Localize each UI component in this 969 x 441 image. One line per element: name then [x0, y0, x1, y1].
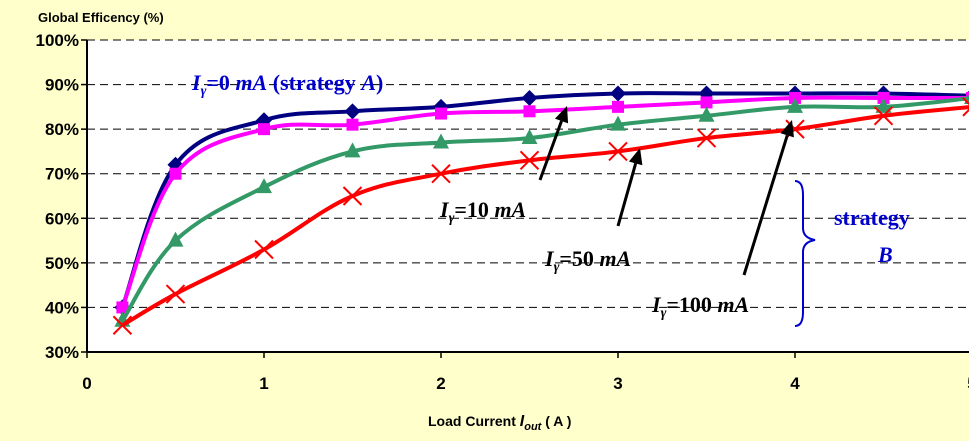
- annotation-10ma-unit: mA: [494, 197, 526, 222]
- data-point-square: [346, 118, 359, 131]
- x-tick-labels: 0 1 2 3 4 5: [82, 352, 969, 393]
- annotation-arrow-1: [538, 106, 569, 181]
- y-tick-labels: 30% 40% 50% 60% 70% 80% 90% 100%: [36, 31, 87, 362]
- data-point-x: [608, 141, 628, 162]
- data-point-x: [112, 315, 133, 335]
- x-tick-label: 2: [436, 374, 445, 393]
- annotation-strategy-a-unit: mA: [235, 70, 267, 95]
- arrow-head: [554, 106, 569, 124]
- data-point-x: [254, 239, 274, 260]
- annotation-strategy-a-tail: ): [376, 70, 383, 95]
- arrow-head: [628, 148, 643, 166]
- x-tick-label: 1: [259, 374, 268, 393]
- annotation-100ma-unit: mA: [717, 292, 749, 317]
- arrow-head: [780, 120, 794, 138]
- annotation-strategy-a-var: I: [191, 70, 202, 95]
- arrow-shaft: [538, 120, 563, 181]
- data-point-triangle: [875, 97, 892, 113]
- data-point-square: [700, 96, 713, 109]
- annotation-10ma-eq: =10: [454, 197, 494, 222]
- series-line: [120, 91, 969, 309]
- annotation-100ma: Iγ=100 mA: [651, 292, 749, 321]
- data-point-triangle: [698, 106, 715, 122]
- annotation-strategy-a-letter: A: [359, 70, 376, 95]
- strategy-b-brace: [794, 180, 816, 327]
- series-4: [112, 97, 969, 335]
- x-tick-label: 4: [790, 374, 800, 393]
- y-tick-label: 50%: [45, 254, 79, 273]
- x-tick-label: 3: [613, 374, 622, 393]
- annotation-arrow-3: [742, 120, 794, 276]
- data-point-square: [612, 100, 624, 113]
- data-point-x: [873, 106, 894, 126]
- annotation-50ma-unit: mA: [599, 246, 631, 271]
- x-axis-title: Load Current Iout ( A ): [428, 413, 571, 433]
- data-point-x: [696, 128, 717, 148]
- x-tick-label: 0: [82, 374, 91, 393]
- x-tick-label: 5: [967, 374, 969, 393]
- data-point-square: [435, 107, 447, 120]
- strategy-b-label-line2: B: [877, 242, 893, 267]
- annotation-50ma-eq: =50: [559, 246, 599, 271]
- y-axis-title: Global Efficency (%): [38, 10, 164, 25]
- annotation-10ma-var: I: [439, 197, 450, 222]
- annotation-100ma-sub: γ: [661, 306, 667, 321]
- annotation-arrows: [538, 106, 794, 276]
- y-tick-label: 70%: [45, 165, 79, 184]
- data-point-triangle: [610, 115, 626, 131]
- data-point-x: [431, 164, 451, 184]
- series-layer: [112, 85, 969, 335]
- data-point-square: [258, 123, 270, 136]
- data-point-x: [342, 186, 363, 206]
- x-axis-title-prefix: Load Current: [428, 413, 520, 429]
- data-point-triangle: [521, 129, 538, 145]
- annotation-100ma-var: I: [651, 292, 662, 317]
- data-point-triangle: [787, 97, 803, 113]
- data-point-square: [169, 167, 182, 180]
- x-axis-title-sub: out: [524, 421, 542, 433]
- y-tick-label: 30%: [45, 343, 79, 362]
- data-point-triangle: [167, 231, 184, 247]
- annotation-arrow-2: [616, 148, 643, 227]
- y-tick-label: 100%: [36, 31, 79, 50]
- series-3: [114, 94, 969, 327]
- annotation-50ma-sub: γ: [554, 260, 560, 275]
- data-point-triangle: [256, 178, 272, 194]
- y-tick-label: 90%: [45, 76, 79, 95]
- data-point-diamond: [521, 89, 538, 106]
- data-point-triangle: [344, 142, 361, 158]
- strategy-b-label-line1: strategy: [834, 205, 910, 230]
- data-point-x: [165, 284, 186, 304]
- arrow-shaft: [616, 162, 638, 227]
- y-tick-label: 40%: [45, 298, 79, 317]
- y-tick-label: 60%: [45, 209, 79, 228]
- y-tick-label: 80%: [45, 120, 79, 139]
- annotation-50ma: Iγ=50 mA: [544, 246, 631, 275]
- data-point-square: [116, 301, 129, 314]
- data-point-diamond: [344, 103, 361, 120]
- annotation-100ma-eq: =100: [666, 292, 717, 317]
- annotation-strategy-a-sub: γ: [201, 84, 207, 99]
- data-point-square: [523, 105, 536, 118]
- annotation-50ma-var: I: [544, 246, 555, 271]
- annotation-10ma-sub: γ: [449, 211, 455, 226]
- data-point-diamond: [610, 85, 626, 102]
- annotation-strategy-a: Iγ=0 mA (strategy A): [191, 70, 383, 99]
- x-axis-title-suffix: ( A ): [541, 413, 571, 429]
- data-point-triangle: [433, 133, 449, 149]
- annotation-strategy-a-eq: =0: [206, 70, 235, 95]
- arrow-shaft: [742, 134, 789, 276]
- annotation-strategy-a-extra: (strategy: [267, 70, 361, 95]
- data-point-diamond: [256, 112, 272, 129]
- annotation-10ma: Iγ=10 mA: [439, 197, 526, 226]
- series-line: [120, 95, 969, 309]
- data-point-x: [962, 97, 969, 117]
- x-axis-title-var: I: [520, 413, 525, 430]
- data-point-x: [519, 150, 540, 171]
